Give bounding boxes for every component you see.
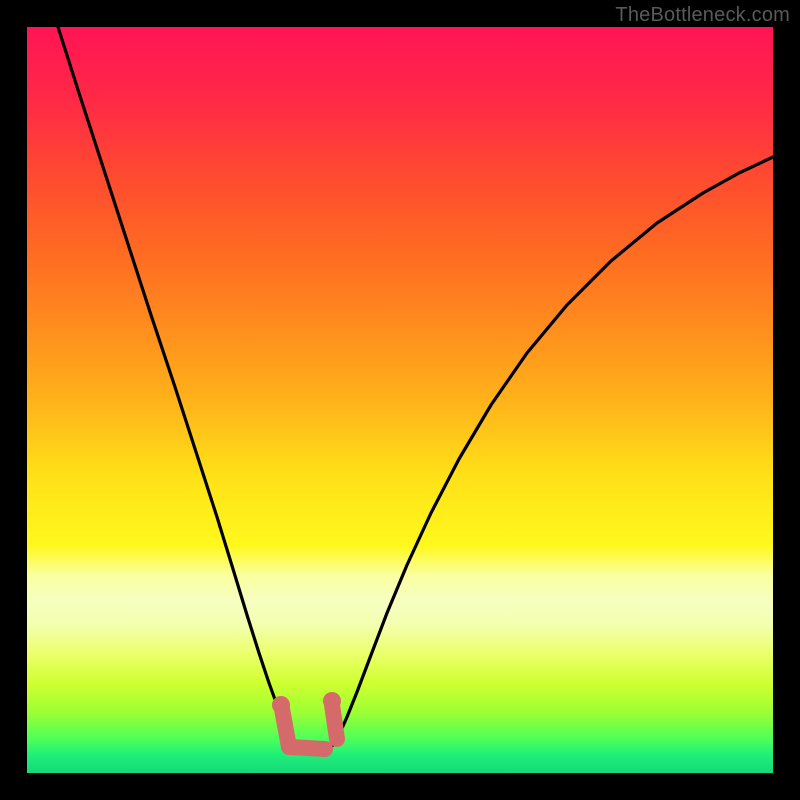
watermark-text: TheBottleneck.com <box>615 4 790 27</box>
plot-frame <box>27 27 773 773</box>
gradient-fill <box>27 27 773 773</box>
plot-background <box>27 27 773 773</box>
